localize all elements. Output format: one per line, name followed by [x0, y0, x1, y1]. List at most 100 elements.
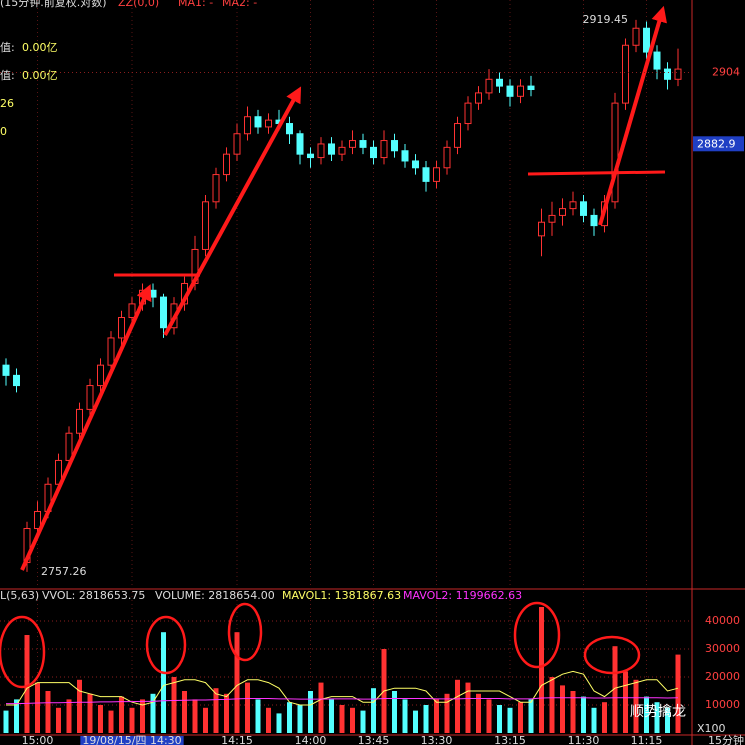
volume-bar [528, 699, 534, 733]
volume-bar [434, 699, 439, 733]
volume-bar [276, 713, 282, 733]
candle-body [548, 214, 556, 223]
candle-body [233, 133, 241, 155]
candle-body [212, 174, 220, 203]
candle-body [307, 153, 314, 159]
candle-body [338, 146, 346, 155]
candle-body [622, 44, 629, 104]
arrow [598, 5, 667, 226]
candle-body [76, 408, 83, 434]
volume-bar [3, 710, 9, 733]
candle-body [286, 123, 293, 135]
candle-body [107, 337, 115, 366]
volume-bar [266, 707, 271, 733]
candle-body [443, 146, 451, 169]
volume-bar [539, 607, 544, 733]
volume-bar [203, 707, 208, 733]
candle-body [590, 214, 598, 227]
candle-body [149, 289, 157, 298]
y-tick-label: 40000 [705, 614, 740, 627]
candle-body [454, 123, 461, 148]
volume-bar [560, 685, 565, 733]
volume-bar [255, 699, 261, 733]
volume-bar [581, 696, 586, 733]
volume-bar [602, 702, 607, 733]
candle-body [485, 78, 493, 94]
legend-item: L(5,63) [0, 589, 39, 602]
legend-item: VVOL: 2818653.75 [42, 589, 145, 602]
candle-body [632, 27, 640, 46]
volume-bar [108, 710, 114, 733]
candle-body [527, 85, 535, 91]
low-label: 2757.26 [41, 565, 87, 578]
y-tick-label: 30000 [705, 642, 740, 655]
candle-body [65, 432, 73, 461]
volume-bar [24, 635, 30, 733]
legend-item: MAVOL2: 1199662.63 [403, 589, 522, 602]
volume-bar [675, 654, 681, 733]
volume-bar [623, 671, 628, 733]
candle-body [433, 167, 440, 182]
candle-body [475, 92, 482, 104]
volume-bar [224, 693, 229, 733]
candle-body [13, 374, 20, 387]
header-item: MA2: - [222, 0, 257, 9]
level-line [527, 170, 666, 176]
side-value: 0.00亿 [22, 69, 58, 82]
header-item: MA1: - [178, 0, 213, 9]
plot [0, 0, 690, 735]
candle-body [653, 51, 661, 70]
candle-body [517, 85, 524, 97]
volume-bar [35, 682, 40, 733]
x-tick-label: 13:15 [494, 734, 526, 745]
volume-bar [549, 677, 555, 733]
highlight [583, 635, 641, 675]
side-label: 值: [0, 69, 15, 82]
volume-bar [77, 679, 82, 733]
volume-bar [182, 691, 187, 733]
x-tick-label: 19/08/15/四 14:30 [82, 734, 181, 745]
volume-bar [497, 705, 502, 733]
candle-body [664, 68, 671, 80]
candle-body [2, 364, 10, 376]
volume-bar [423, 705, 429, 733]
volume-bar [612, 646, 618, 733]
volume-bar [665, 707, 670, 733]
candle-body [611, 102, 619, 203]
volume-bar [350, 707, 355, 733]
candle-body [296, 133, 304, 155]
volume-bar [234, 632, 240, 733]
candle-body [34, 510, 41, 530]
highlight [145, 615, 187, 675]
candle-body [254, 116, 262, 128]
volume-bar [308, 691, 313, 733]
highlight [227, 602, 263, 662]
arrow [20, 284, 152, 571]
x-tick-label: 13:30 [421, 734, 453, 745]
highlight [0, 615, 46, 689]
price-tag-label: 2882.9 [697, 137, 736, 150]
candle-body [559, 208, 566, 216]
volume-bar [413, 710, 418, 733]
volume-bar [486, 699, 492, 733]
candle-body [128, 303, 136, 319]
candle-body [391, 140, 398, 152]
ma-line [6, 670, 679, 706]
volume-bar [465, 682, 471, 733]
candle-body [412, 160, 419, 169]
volume-bar [98, 705, 103, 733]
volume-bar [66, 699, 72, 733]
x-tick-label: 11:30 [568, 734, 600, 745]
volume-bar [339, 705, 345, 733]
side-value: 26 [0, 97, 14, 110]
ma-line [6, 697, 679, 705]
volume-bar [171, 677, 177, 733]
volume-bar [654, 702, 660, 733]
x-tick-label: 13:45 [358, 734, 390, 745]
x-tick-label: 15:00 [22, 734, 54, 745]
volume-bar [87, 693, 93, 733]
side-value: 0 [0, 125, 7, 138]
candle-body [349, 140, 356, 148]
candle-body [97, 364, 104, 387]
